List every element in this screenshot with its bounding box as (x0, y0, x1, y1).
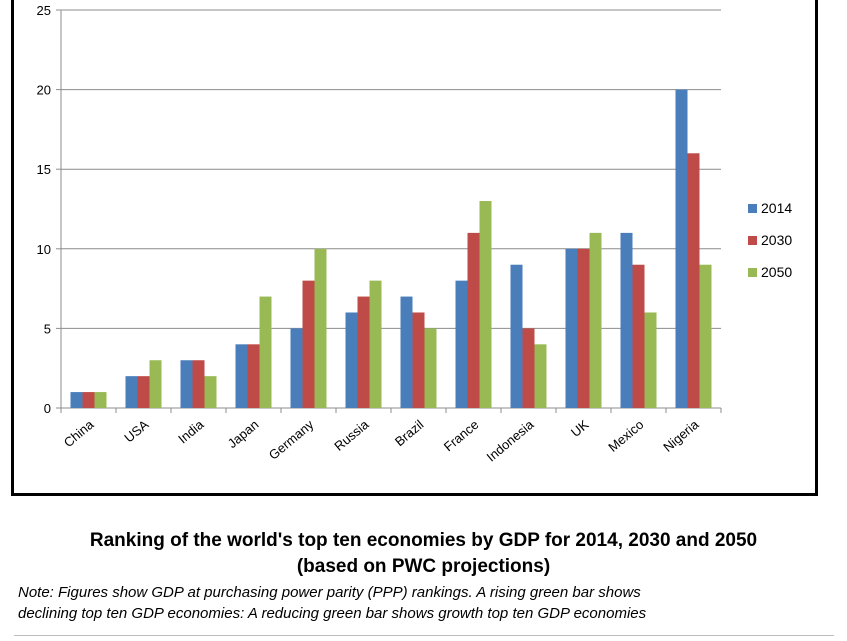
chart-frame: China 2014: 1China 2030: 1China 2050: 1 U… (11, 0, 818, 496)
bar-france-2050[interactable]: France 2050: 13 (479, 201, 492, 408)
x-tick-label-mexico: Mexico (605, 417, 646, 455)
bar-indonesia-2050[interactable]: Indonesia 2050: 4 (534, 344, 547, 408)
bar-germany-2014[interactable]: Germany 2014: 5 (290, 328, 303, 408)
x-tick-label-usa: USA (121, 417, 151, 446)
bar-nigeria-2050[interactable]: Nigeria 2050: 9 (699, 264, 712, 408)
bar-mexico-2050[interactable]: Mexico 2050: 6 (644, 312, 657, 408)
bar-germany-2030[interactable]: Germany 2030: 8 (302, 280, 315, 408)
bar-russia-2030[interactable]: Russia 2030: 7 (357, 296, 370, 408)
bar-usa-2014[interactable]: USA 2014: 2 (125, 376, 138, 408)
legend-swatch-2030 (748, 236, 757, 245)
bar-japan-2050[interactable]: Japan 2050: 7 (259, 296, 272, 408)
bar-nigeria-2014[interactable]: Nigeria 2014: 20 (675, 89, 688, 408)
legend-label-2014: 2014 (761, 200, 792, 216)
bar-china-2014[interactable]: China 2014: 1 (70, 392, 83, 408)
legend-swatch-2050 (748, 268, 757, 277)
bar-india-2030[interactable]: India 2030: 3 (192, 360, 205, 408)
bar-india-2050[interactable]: India 2050: 2 (204, 376, 217, 408)
bar-france-2030[interactable]: France 2030: 11 (467, 232, 480, 408)
bar-uk-2050[interactable]: UK 2050: 11 (589, 232, 602, 408)
legend-label-2050: 2050 (761, 264, 792, 280)
caption-note-line-2: declining top ten GDP economies: A reduc… (18, 605, 647, 622)
bar-uk-2014[interactable]: UK 2014: 10 (565, 248, 578, 408)
x-tick-label-nigeria: Nigeria (660, 416, 702, 454)
y-tick-label-0: 0 (44, 401, 51, 416)
bar-india-2014[interactable]: India 2014: 3 (180, 360, 193, 408)
x-tick-label-france: France (441, 417, 482, 455)
x-tick-label-russia: Russia (331, 416, 372, 454)
bar-indonesia-2030[interactable]: Indonesia 2030: 5 (522, 328, 535, 408)
bar-mexico-2014[interactable]: Mexico 2014: 11 (620, 232, 633, 408)
bar-germany-2050[interactable]: Germany 2050: 10 (314, 248, 327, 408)
y-tick-label-20: 20 (37, 83, 51, 98)
y-tick-label-25: 25 (37, 3, 51, 18)
bar-china-2030[interactable]: China 2030: 1 (82, 392, 95, 408)
bar-nigeria-2030[interactable]: Nigeria 2030: 16 (687, 153, 700, 408)
legend-swatch-2014 (748, 204, 757, 213)
bar-france-2014[interactable]: France 2014: 8 (455, 280, 468, 408)
chart-caption-note: Note: Figures show GDP at purchasing pow… (18, 582, 838, 624)
legend-label-2030: 2030 (761, 232, 792, 248)
bar-brazil-2014[interactable]: Brazil 2014: 7 (400, 296, 413, 408)
bar-russia-2050[interactable]: Russia 2050: 8 (369, 280, 382, 408)
y-tick-label-5: 5 (44, 321, 51, 336)
bar-china-2050[interactable]: China 2050: 1 (94, 392, 107, 408)
caption-title-line-2: (based on PWC projections) (296, 556, 551, 577)
bottom-rule (14, 635, 834, 636)
bar-usa-2030[interactable]: USA 2030: 2 (137, 376, 150, 408)
caption-title-line-1: Ranking of the world's top ten economies… (89, 530, 758, 551)
bar-brazil-2030[interactable]: Brazil 2030: 6 (412, 312, 425, 408)
caption-note-line-1: Note: Figures show GDP at purchasing pow… (18, 584, 641, 601)
chart-caption-title: Ranking of the world's top ten economies… (0, 528, 847, 580)
x-tick-label-china: China (61, 416, 97, 450)
bar-brazil-2050[interactable]: Brazil 2050: 5 (424, 328, 437, 408)
bar-usa-2050[interactable]: USA 2050: 3 (149, 360, 162, 408)
x-tick-label-brazil: Brazil (392, 417, 427, 449)
x-tick-label-japan: Japan (225, 417, 262, 451)
bar-russia-2014[interactable]: Russia 2014: 6 (345, 312, 358, 408)
x-tick-label-india: India (175, 416, 207, 446)
bar-indonesia-2014[interactable]: Indonesia 2014: 9 (510, 264, 523, 408)
bar-uk-2030[interactable]: UK 2030: 10 (577, 248, 590, 408)
bar-japan-2030[interactable]: Japan 2030: 4 (247, 344, 260, 408)
x-tick-label-germany: Germany (266, 416, 317, 462)
x-tick-label-indonesia: Indonesia (484, 416, 537, 464)
y-tick-label-15: 15 (37, 162, 51, 177)
bar-japan-2014[interactable]: Japan 2014: 4 (235, 344, 248, 408)
y-tick-label-10: 10 (37, 242, 51, 257)
bar-chart: China 2014: 1China 2030: 1China 2050: 1 U… (37, 3, 793, 465)
bar-mexico-2030[interactable]: Mexico 2030: 9 (632, 264, 645, 408)
x-tick-label-uk: UK (568, 417, 592, 440)
